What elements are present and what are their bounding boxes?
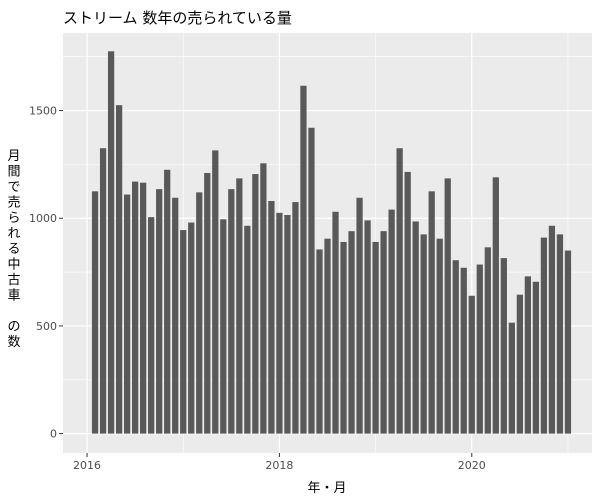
x-tick-label: 2018 (265, 459, 293, 472)
y-tick-label: 1000 (29, 212, 57, 225)
bar (204, 173, 211, 434)
bar (107, 51, 115, 434)
bar (236, 178, 243, 434)
bar (308, 127, 315, 434)
x-axis-title: 年・月 (307, 481, 346, 496)
bar (460, 267, 467, 434)
bar (123, 194, 131, 434)
bar (532, 281, 540, 434)
bar (196, 192, 203, 434)
bar (276, 212, 283, 434)
bar (148, 217, 155, 434)
y-axis-ticks: 0 500 1000 1500 (29, 105, 63, 441)
bar (172, 197, 179, 434)
bar (444, 178, 451, 434)
x-axis-ticks: 2016 2018 2020 (73, 453, 486, 472)
bar (372, 241, 379, 434)
bar (564, 250, 572, 434)
bar (428, 191, 435, 434)
x-tick-label: 2020 (458, 459, 486, 472)
bar (436, 238, 443, 434)
bar (516, 294, 523, 434)
bar (484, 247, 491, 434)
chart-title: ストリーム 数年の売られている量 (63, 9, 292, 27)
bar (268, 201, 275, 434)
bar (316, 249, 323, 434)
bar (156, 189, 163, 434)
bar (468, 295, 475, 434)
bar (244, 225, 251, 434)
bar (115, 105, 123, 434)
bar (340, 241, 347, 434)
bar (91, 191, 99, 434)
bar (420, 234, 427, 434)
bar (99, 148, 107, 434)
bar (324, 238, 331, 434)
bar (356, 197, 363, 434)
bar (388, 209, 395, 434)
y-tick-label: 1500 (29, 105, 57, 118)
x-tick-label: 2016 (73, 459, 101, 472)
bar (540, 237, 548, 434)
bar (212, 150, 219, 434)
y-tick-label: 0 (50, 428, 57, 441)
y-tick-label: 500 (36, 320, 57, 333)
bar (180, 230, 187, 434)
bar (492, 177, 499, 434)
bar (412, 221, 419, 434)
bar (252, 174, 259, 434)
bars (91, 51, 572, 434)
bar (452, 260, 459, 434)
bar (500, 258, 507, 434)
bar (476, 264, 483, 434)
bar (508, 322, 515, 434)
bar (524, 276, 532, 434)
bar (188, 222, 195, 434)
bar (332, 211, 339, 434)
bar (284, 215, 291, 434)
bar (164, 169, 171, 434)
bar (348, 231, 355, 434)
bar (260, 163, 267, 434)
bar (364, 220, 371, 434)
y-axis-title: 月間で売られる中古車 の数 (7, 149, 20, 350)
bar (292, 202, 299, 434)
bar (228, 189, 235, 434)
bar (548, 225, 556, 434)
bar (404, 171, 411, 434)
bar (300, 85, 307, 434)
bar (132, 181, 139, 434)
bar (396, 148, 403, 434)
bar (380, 231, 387, 434)
bar (220, 219, 227, 434)
bar (556, 234, 564, 434)
bar (140, 182, 147, 434)
